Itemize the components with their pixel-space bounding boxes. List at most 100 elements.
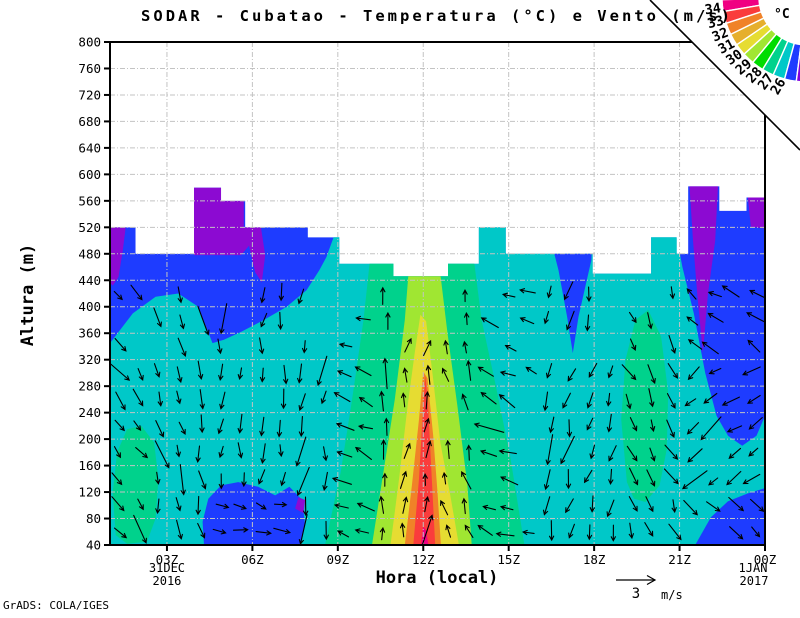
region-purple-sliver-bottom [295,497,306,514]
wind-arrow [177,337,187,357]
wind-arrow [273,501,288,508]
wind-arrow [545,434,554,466]
wind-arrow [175,444,181,458]
wind-arrow [606,499,615,518]
wind-arrow [337,370,352,378]
wind-arrow [748,417,763,430]
wind-arrow [608,468,614,485]
wind-arrow [278,444,284,458]
wind-arrow [499,505,514,511]
wind-arrow [283,364,289,385]
wind-arrow [647,364,656,385]
y-tick-label: 320 [78,352,101,367]
wind-arrow [212,528,227,535]
wind-arrow [111,472,123,486]
wind-arrow [445,524,452,538]
wind-arrow [354,366,372,377]
y-tick-label: 440 [78,273,101,288]
wind-arrow [480,391,497,405]
wind-arrow [461,470,472,490]
wind-arrow [543,469,551,491]
x-tick-label: 21Z [668,552,691,567]
y-axis-label: Altura (m) [18,244,38,346]
y-tick-label: 40 [86,538,101,553]
wind-arrow [586,392,594,409]
wind-arrow [649,447,656,462]
grid-lines [110,42,765,545]
wind-arrow [628,522,634,540]
wind-arrow [721,396,740,406]
wind-arrow [473,422,505,433]
wind-arrow [650,419,656,433]
wind-arrow [155,420,165,438]
wind-arrow [466,359,472,381]
y-tick-label: 400 [78,299,101,314]
wind-arrow [379,390,385,412]
wind-arrow [477,366,494,377]
wind-arrow [323,520,329,541]
wind-arrow [113,446,121,459]
wind-arrow [461,497,467,515]
wind-arrow [498,448,517,455]
axis-tick-labels: 800 760 720 680 640 600 560 520 480 440 400 360 320 2… [78,35,776,589]
wind-arrow [259,367,266,383]
wind-arrow [563,281,574,301]
region-warmcore-magenta [421,526,429,545]
wind-arrow [588,362,598,378]
wind-arrow [400,392,407,408]
wind-arrow [114,337,127,352]
wind-arrow [504,344,517,352]
y-tick-label: 800 [78,35,101,50]
wind-arrow [546,285,552,299]
wind-arrow [241,472,247,488]
corner-diagonal-line [649,0,800,151]
date-label: 2017 [740,574,769,588]
wind-arrow [671,499,677,514]
wind-arrow [176,519,183,540]
wind-arrow [629,338,637,351]
wind-arrow [218,363,224,381]
wind-arrow [668,523,682,541]
wind-arrow [423,417,430,433]
wind-arrow [666,419,675,438]
y-tick-label: 680 [78,114,101,129]
wind-arrow [402,496,409,514]
wind-arrow [565,468,572,490]
wind-arrow [379,526,386,541]
legend-color-segment [795,46,800,83]
wind-arrow [708,367,722,375]
y-tick-label: 120 [78,485,101,500]
legend-level-label: 27 [755,71,778,94]
y-tick-label: 160 [78,458,101,473]
wind-arrow [664,444,679,460]
wind-arrow [378,495,385,514]
wind-arrow [199,389,205,410]
ref-arrow-head [646,574,657,586]
wind-arrow [382,472,388,487]
chart-title: SODAR - Cubatao - Temperatura (°C) e Ven… [141,7,733,25]
wind-arrow [607,365,614,379]
wind-arrow [114,419,125,432]
legend-level-label: 31 [716,36,738,58]
y-tick-label: 720 [78,87,101,102]
wind-arrow [320,390,327,405]
wind-arrow [333,503,349,509]
wind-arrow [742,473,761,485]
y-tick-label: 760 [78,61,101,76]
wind-arrow [628,496,638,512]
y-tick-label: 640 [78,140,101,155]
wind-arrow [687,448,703,463]
y-tick-label: 520 [78,220,101,235]
x-tick-label: 00Z [754,552,777,567]
wind-arrow [667,363,679,379]
wind-arrow [133,514,147,544]
wind-arrow [232,527,249,533]
wind-arrow [726,470,742,486]
wind-arrow [728,496,745,512]
wind-arrow [399,522,406,538]
wind-arrow [567,368,577,382]
wind-arrow [297,363,303,384]
region-green-blob-early [112,425,159,544]
wind-arrow [356,502,375,512]
